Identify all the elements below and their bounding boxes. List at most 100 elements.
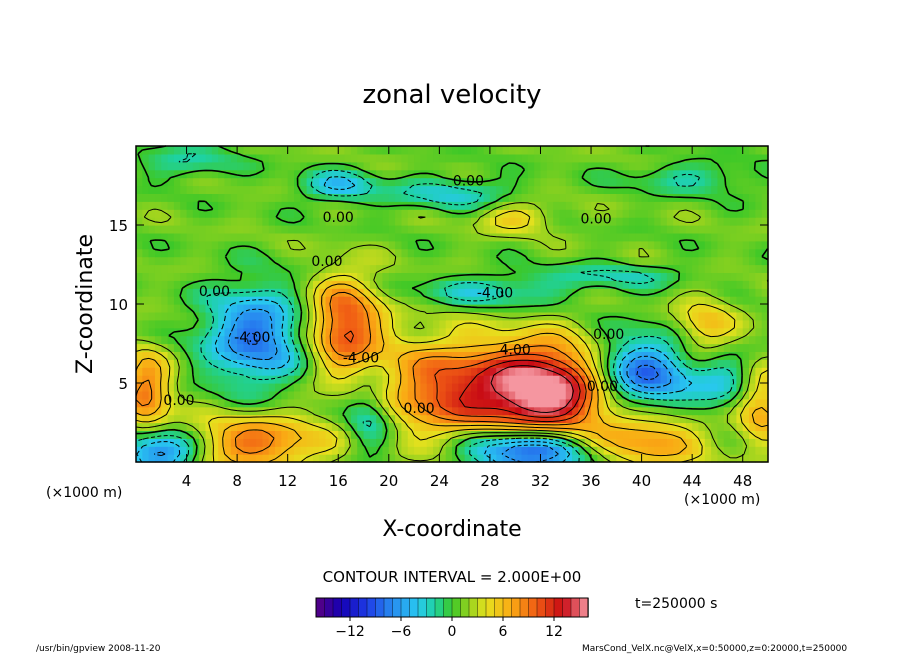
heatmap-cell [167, 177, 175, 187]
heatmap-cell [433, 169, 440, 179]
heatmap-cell [395, 209, 403, 218]
heatmap-cell [281, 359, 289, 368]
heatmap-cell [199, 343, 207, 352]
heatmap-cell [666, 422, 674, 431]
heatmap-cell [496, 296, 504, 305]
heatmap-cell [755, 304, 763, 313]
heatmap-cell [704, 335, 712, 345]
heatmap-cell [420, 311, 428, 321]
heatmap-cell [502, 311, 510, 321]
heatmap-cell [749, 327, 756, 337]
heatmap-cell [136, 225, 143, 234]
heatmap-cell [350, 343, 358, 352]
heatmap-cell [534, 232, 542, 242]
heatmap-cell [711, 288, 719, 297]
heatmap-cell [433, 146, 440, 155]
heatmap-cell [749, 390, 756, 400]
heatmap-cell [622, 446, 630, 455]
heatmap-cell [142, 240, 150, 250]
heatmap-cell [167, 185, 175, 194]
heatmap-cell [553, 288, 561, 297]
heatmap-cell [591, 272, 598, 281]
heatmap-cell [483, 319, 491, 329]
heatmap-cell [382, 304, 390, 313]
heatmap-cell [414, 264, 421, 273]
heatmap-cell [407, 390, 415, 400]
heatmap-cell [211, 375, 219, 384]
heatmap-cell [755, 177, 763, 187]
heatmap-cell [369, 161, 377, 171]
heatmap-cell [458, 153, 466, 163]
heatmap-cell [628, 311, 636, 321]
heatmap-cell [496, 375, 504, 384]
heatmap-cell [521, 335, 529, 345]
heatmap-cell [249, 146, 257, 155]
heatmap-cell [388, 335, 396, 345]
heatmap-cell [502, 264, 510, 273]
heatmap-cell [749, 264, 756, 273]
heatmap-cell [376, 375, 384, 384]
heatmap-cell [300, 161, 308, 171]
heatmap-cell [281, 296, 289, 305]
heatmap-cell [679, 153, 687, 163]
heatmap-cell [211, 343, 219, 352]
heatmap-cell [319, 232, 327, 242]
heatmap-cell [578, 343, 586, 352]
heatmap-cell [161, 225, 169, 234]
heatmap-cell [325, 375, 333, 384]
heatmap-cell [420, 375, 428, 384]
heatmap-cell [489, 406, 497, 416]
heatmap-cell [243, 217, 251, 226]
heatmap-cell [597, 296, 605, 305]
heatmap-cell [666, 319, 674, 329]
heatmap-cell [717, 248, 725, 258]
heatmap-cell [597, 327, 605, 337]
heatmap-cell [388, 430, 396, 439]
heatmap-cell [477, 343, 485, 352]
heatmap-cell [464, 264, 472, 273]
heatmap-cell [433, 414, 440, 424]
heatmap-cell [319, 414, 327, 424]
colorbar-segment [358, 597, 368, 618]
heatmap-cell [717, 327, 725, 337]
heatmap-cell [407, 161, 415, 171]
heatmap-cell [730, 430, 737, 439]
heatmap-cell [736, 153, 744, 163]
heatmap-cell [173, 225, 181, 234]
heatmap-cell [186, 367, 194, 376]
heatmap-cell [237, 185, 245, 194]
heatmap-cell [660, 390, 668, 400]
heatmap-cell [420, 296, 428, 305]
heatmap-cell [445, 367, 453, 376]
heatmap-cell [685, 272, 693, 281]
heatmap-cell [723, 422, 731, 431]
heatmap-cell [685, 446, 693, 455]
heatmap-cell [319, 422, 327, 431]
heatmap-cell [154, 406, 162, 416]
heatmap-cell [502, 193, 510, 202]
heatmap-cell [262, 319, 270, 329]
heatmap-cell [230, 311, 238, 321]
heatmap-cell [433, 201, 440, 210]
heatmap-cell [673, 169, 681, 179]
heatmap-cell [154, 390, 162, 400]
heatmap-cell [186, 414, 194, 424]
heatmap-cell [515, 454, 523, 463]
heatmap-cell [173, 359, 181, 368]
heatmap-cell [584, 296, 592, 305]
heatmap-cell [395, 280, 403, 289]
heatmap-cell [502, 177, 510, 187]
heatmap-cell [363, 193, 371, 202]
heatmap-cell [142, 438, 150, 447]
heatmap-cell [186, 319, 194, 329]
heatmap-cell [154, 177, 162, 187]
heatmap-cell [287, 161, 295, 171]
heatmap-cell [136, 406, 143, 416]
heatmap-cell [369, 209, 377, 218]
heatmap-cell [761, 193, 769, 202]
contour-label: 0.00 [311, 254, 342, 270]
heatmap-cell [635, 319, 643, 329]
heatmap-cell [218, 153, 226, 163]
heatmap-cell [749, 406, 756, 416]
heatmap-cell [167, 367, 175, 376]
